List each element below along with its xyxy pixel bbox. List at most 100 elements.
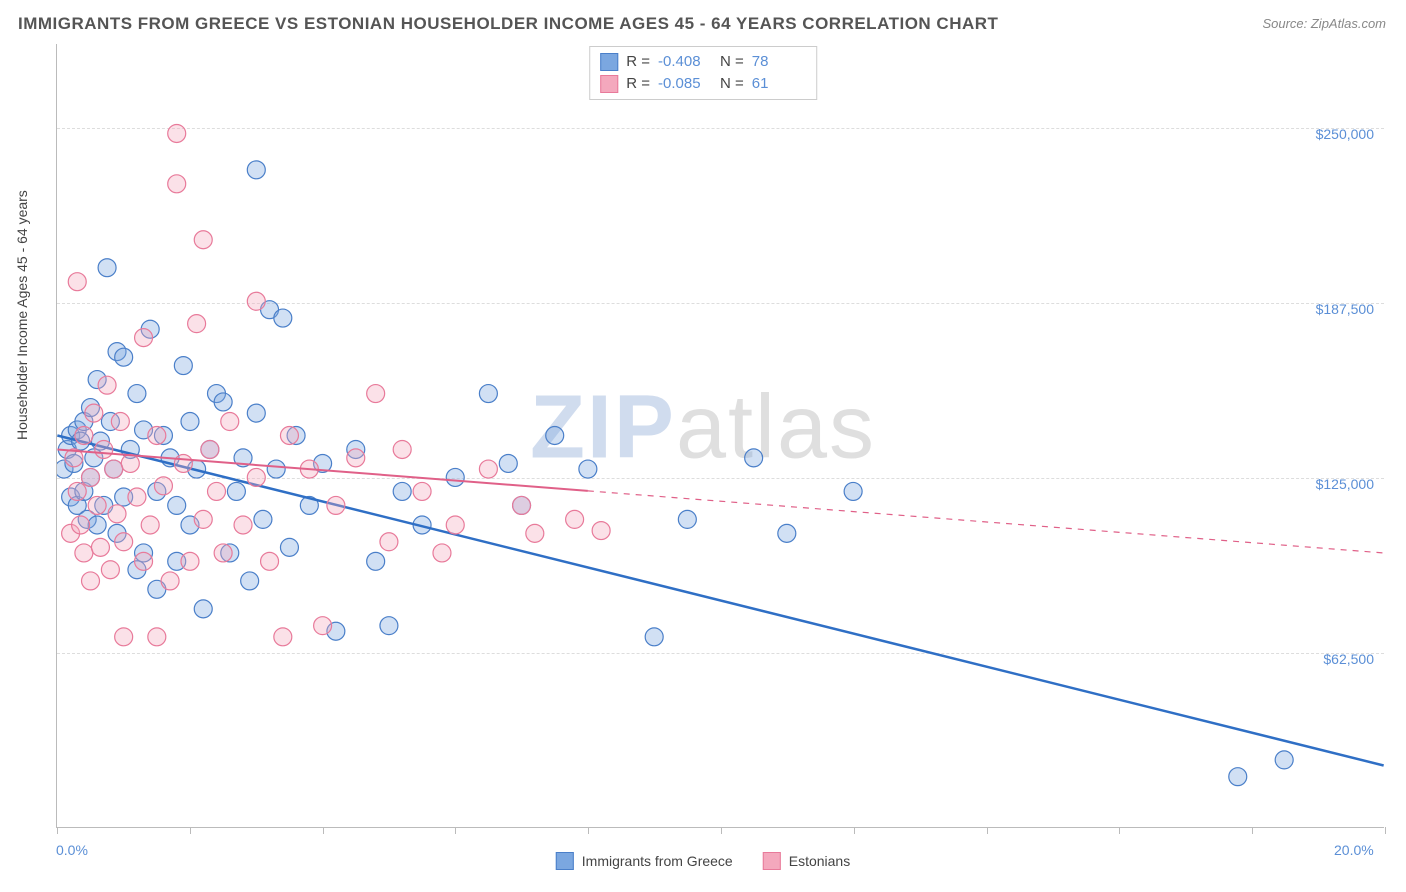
data-point bbox=[380, 617, 398, 635]
data-point bbox=[479, 460, 497, 478]
data-point bbox=[1229, 768, 1247, 786]
x-tick bbox=[987, 827, 988, 834]
source-label: Source: ZipAtlas.com bbox=[1262, 16, 1386, 31]
data-point bbox=[280, 538, 298, 556]
data-point bbox=[778, 524, 796, 542]
data-point bbox=[221, 413, 239, 431]
data-point bbox=[98, 376, 116, 394]
data-point bbox=[135, 329, 153, 347]
data-point bbox=[72, 516, 90, 534]
legend-swatch bbox=[556, 852, 574, 870]
data-point bbox=[108, 505, 126, 523]
data-point bbox=[148, 628, 166, 646]
legend-stat-row: R =-0.085N =61 bbox=[600, 73, 806, 95]
data-point bbox=[526, 524, 544, 542]
data-point bbox=[274, 309, 292, 327]
data-point bbox=[413, 482, 431, 500]
data-point bbox=[280, 427, 298, 445]
data-point bbox=[592, 522, 610, 540]
legend-swatch bbox=[600, 75, 618, 93]
data-point bbox=[91, 538, 109, 556]
data-point bbox=[168, 175, 186, 193]
x-tick bbox=[1252, 827, 1253, 834]
legend-item: Estonians bbox=[763, 852, 850, 870]
data-point bbox=[115, 628, 133, 646]
data-point bbox=[1275, 751, 1293, 769]
data-point bbox=[314, 617, 332, 635]
stat-n-label: N = bbox=[720, 51, 744, 73]
stat-r-value: -0.408 bbox=[658, 51, 712, 73]
y-axis-title: Householder Income Ages 45 - 64 years bbox=[14, 190, 30, 440]
data-point bbox=[82, 572, 100, 590]
data-point bbox=[546, 427, 564, 445]
data-point bbox=[101, 561, 119, 579]
x-tick bbox=[854, 827, 855, 834]
data-point bbox=[105, 460, 123, 478]
data-point bbox=[513, 496, 531, 514]
data-point bbox=[393, 440, 411, 458]
data-point bbox=[68, 273, 86, 291]
x-tick bbox=[190, 827, 191, 834]
data-point bbox=[88, 516, 106, 534]
x-tick bbox=[57, 827, 58, 834]
data-point bbox=[141, 516, 159, 534]
data-point bbox=[214, 393, 232, 411]
data-point bbox=[68, 482, 86, 500]
data-point bbox=[479, 385, 497, 403]
data-point bbox=[115, 348, 133, 366]
data-point bbox=[247, 161, 265, 179]
data-point bbox=[201, 440, 219, 458]
data-point bbox=[261, 552, 279, 570]
data-point bbox=[95, 440, 113, 458]
x-tick bbox=[588, 827, 589, 834]
data-point bbox=[678, 510, 696, 528]
data-point bbox=[274, 628, 292, 646]
data-point bbox=[380, 533, 398, 551]
legend-item: Immigrants from Greece bbox=[556, 852, 733, 870]
data-point bbox=[115, 533, 133, 551]
legend-stats: R = -0.408 N = 78R =-0.085N =61 bbox=[589, 46, 817, 100]
data-point bbox=[194, 510, 212, 528]
data-point bbox=[128, 488, 146, 506]
x-label-right: 20.0% bbox=[1334, 842, 1374, 858]
stat-n-value: 61 bbox=[752, 73, 806, 95]
data-point bbox=[247, 468, 265, 486]
stat-n-value: 78 bbox=[752, 51, 806, 73]
data-point bbox=[241, 572, 259, 590]
x-label-left: 0.0% bbox=[56, 842, 88, 858]
stat-r-label: R = bbox=[626, 73, 650, 95]
legend-swatch bbox=[763, 852, 781, 870]
data-point bbox=[168, 496, 186, 514]
data-point bbox=[214, 544, 232, 562]
data-point bbox=[247, 404, 265, 422]
data-point bbox=[75, 427, 93, 445]
data-point bbox=[188, 315, 206, 333]
x-tick bbox=[455, 827, 456, 834]
data-point bbox=[121, 454, 139, 472]
data-point bbox=[645, 628, 663, 646]
data-point bbox=[227, 482, 245, 500]
data-point bbox=[367, 552, 385, 570]
x-tick bbox=[1119, 827, 1120, 834]
data-point bbox=[566, 510, 584, 528]
scatter-svg bbox=[57, 44, 1384, 827]
legend-stat-row: R =-0.408N =78 bbox=[600, 51, 806, 73]
data-point bbox=[161, 572, 179, 590]
data-point bbox=[194, 600, 212, 618]
data-point bbox=[254, 510, 272, 528]
trend-line-dashed bbox=[588, 491, 1384, 553]
x-tick bbox=[721, 827, 722, 834]
data-point bbox=[393, 482, 411, 500]
data-point bbox=[327, 496, 345, 514]
x-tick bbox=[323, 827, 324, 834]
legend-series: Immigrants from Greece Estonians bbox=[556, 852, 850, 870]
data-point bbox=[208, 482, 226, 500]
data-point bbox=[111, 413, 129, 431]
data-point bbox=[194, 231, 212, 249]
data-point bbox=[85, 404, 103, 422]
data-point bbox=[347, 449, 365, 467]
data-point bbox=[82, 468, 100, 486]
data-point bbox=[181, 413, 199, 431]
data-point bbox=[433, 544, 451, 562]
data-point bbox=[154, 477, 172, 495]
